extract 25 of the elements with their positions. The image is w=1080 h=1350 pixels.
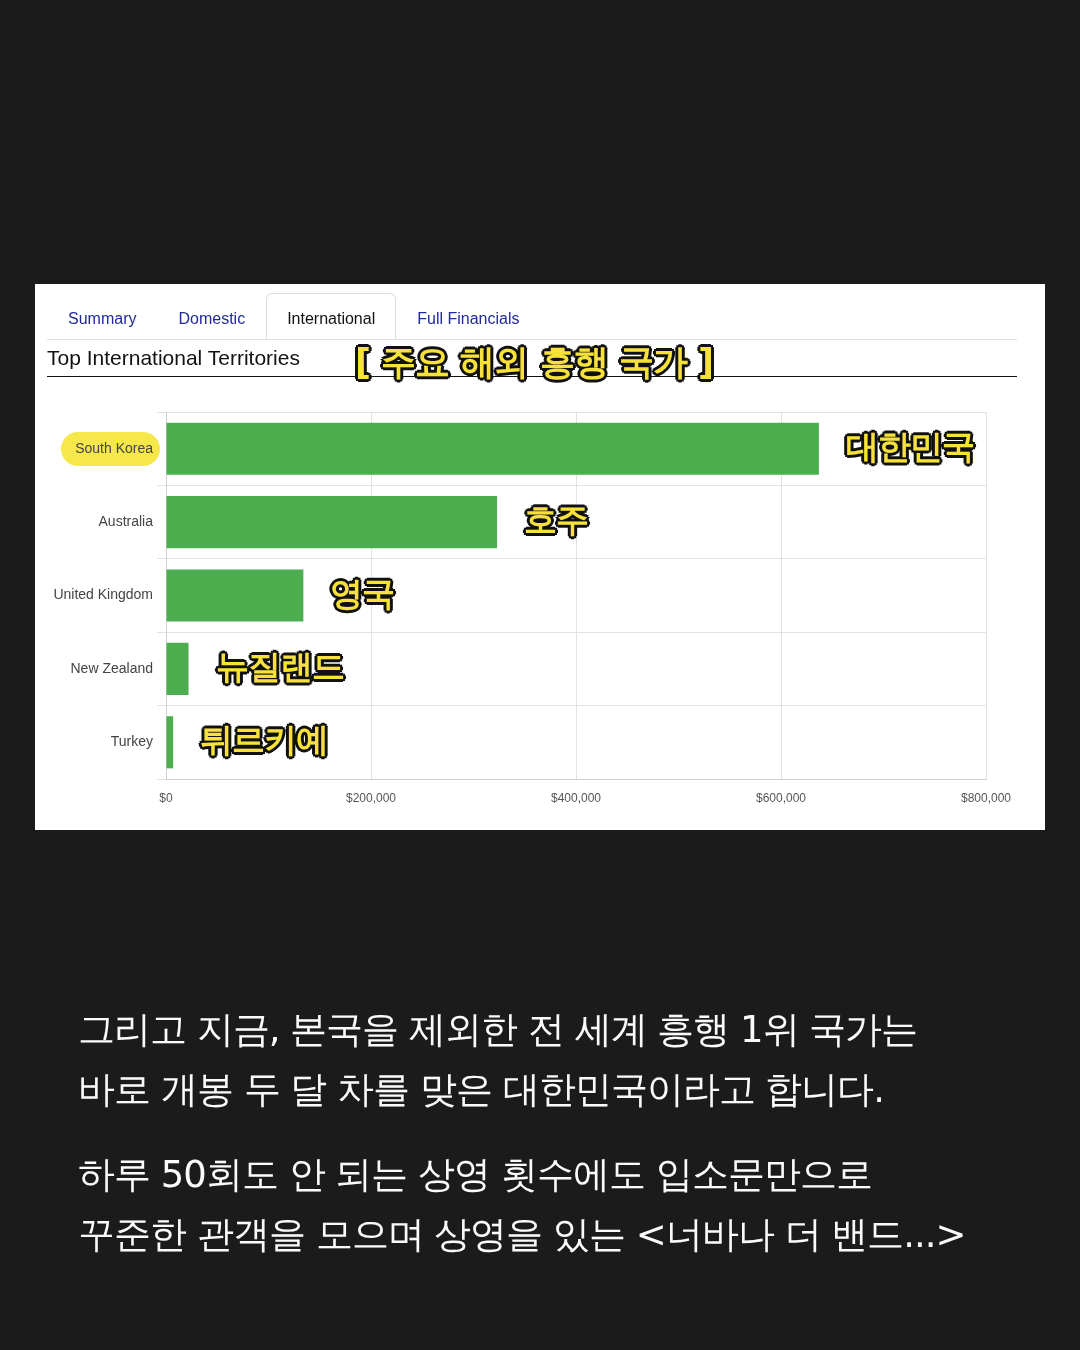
bar [166,496,498,549]
x-tick-label: $0 [159,790,173,805]
bar [166,569,304,622]
x-tick-label: $600,000 [755,790,807,805]
y-tick-label: South Korea [75,439,154,456]
y-tick-label: New Zealand [70,659,153,676]
x-tick-label: $200,000 [345,790,397,805]
annotation: 대한민국 [845,425,974,468]
y-tick-label: Australia [98,512,154,529]
x-tick-label: $400,000 [550,790,602,805]
text: 그리고 지금, 본국을 제외한 전 세계 흥행 1위 국가는 바로 개봉 두 달 차를 맞은 대한민국이라고 합니다. [78,1007,919,1113]
annotation: 튀르키예 [200,719,329,762]
bar [166,642,189,695]
x-tick-label: $800,000 [960,790,1012,805]
y-tick-label: United Kingdom [53,586,153,603]
annotation: 호주 [524,499,589,542]
annotation: 영국 [330,572,395,615]
annotation: 뉴질랜드 [215,645,344,688]
y-tick-label: Turkey [110,733,153,750]
chart-subtitle: [ 주요 해외 흥행 국가 ] [355,341,713,384]
bar [166,716,174,769]
bar [166,422,819,475]
text: 하루 50회도 안 되는 상영 횟수에도 입소문만으로 꾸준한 관객을 모으며 상영을 있는 <너바나 더 밴드...> [78,1152,967,1258]
active-tab: International [266,293,397,340]
chart-title: Top International Territories [47,346,300,370]
